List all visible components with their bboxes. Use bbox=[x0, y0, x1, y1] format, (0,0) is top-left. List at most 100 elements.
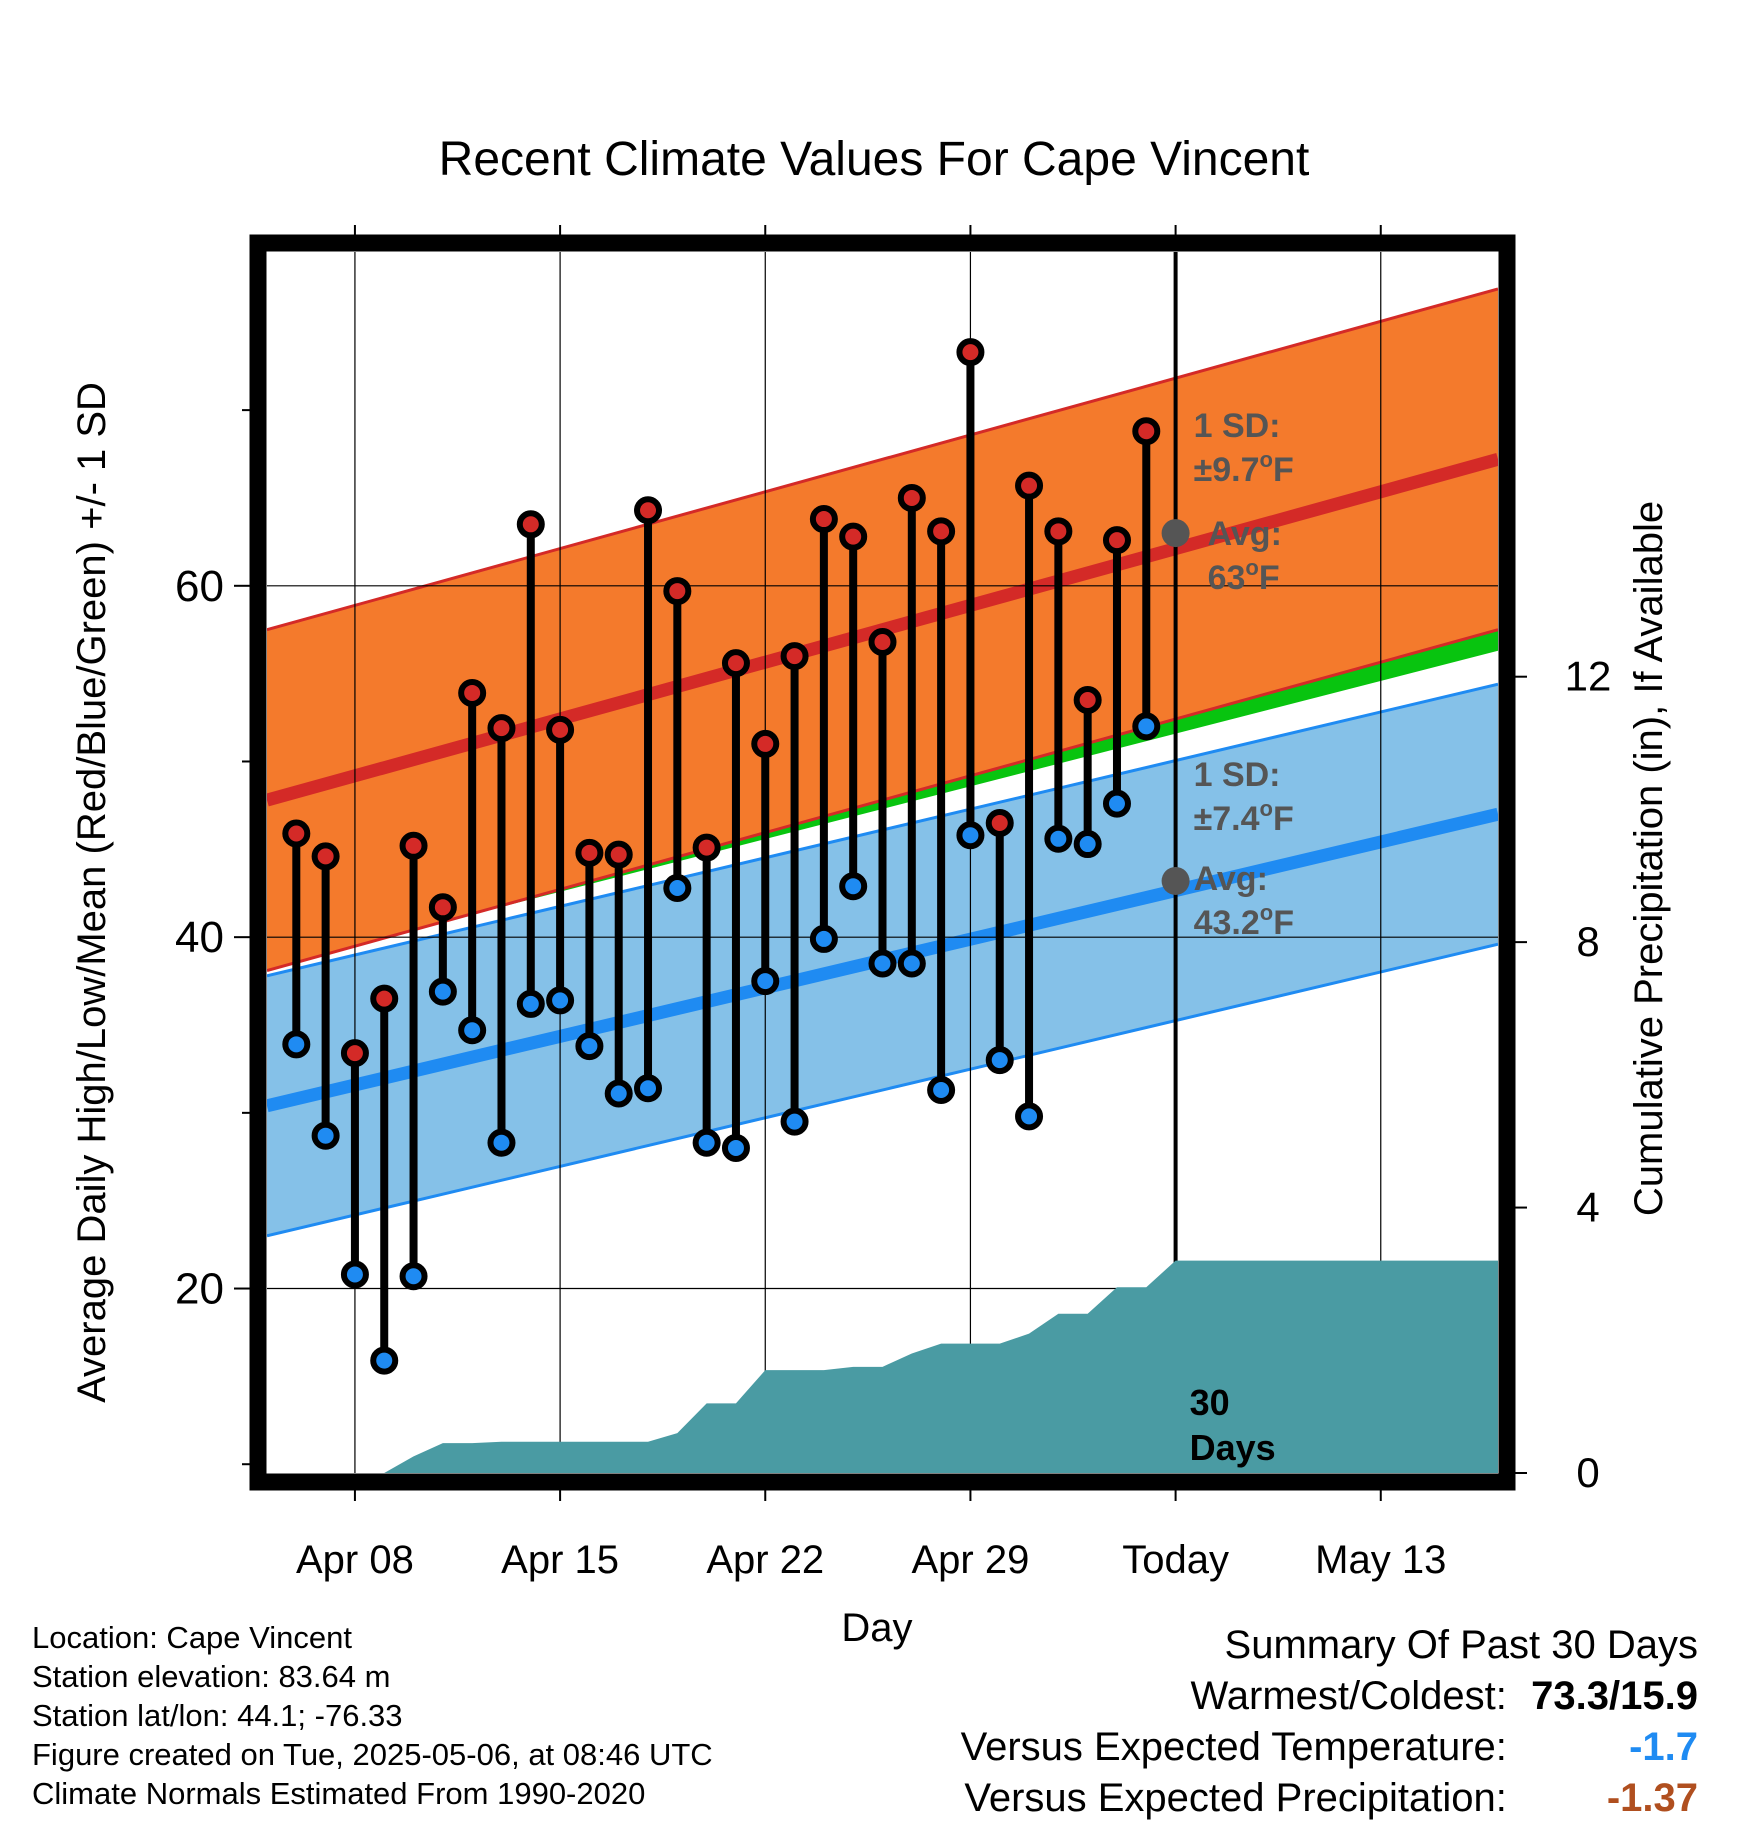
precip-value: -1.37 bbox=[1606, 1776, 1698, 1820]
precip-days-number: 30 bbox=[1190, 1382, 1230, 1423]
summary-panel: Summary Of Past 30 Days Warmest/Coldest:… bbox=[961, 1620, 1698, 1824]
low-point bbox=[282, 1030, 311, 1059]
high-point bbox=[340, 1039, 369, 1068]
high-avg-value: 63oF bbox=[1208, 555, 1280, 597]
low-point bbox=[1044, 824, 1073, 853]
high-point bbox=[575, 838, 604, 867]
low-sd-band-lower-edge bbox=[267, 942, 1498, 1238]
high-avg-label: Avg: bbox=[1208, 515, 1282, 553]
x-tick-label: Apr 15 bbox=[501, 1538, 619, 1582]
x-tick-label: Today bbox=[1122, 1538, 1229, 1582]
high-point bbox=[721, 649, 750, 678]
high-point bbox=[428, 893, 457, 922]
low-point bbox=[604, 1079, 633, 1108]
low-avg-value: 43.2oF bbox=[1194, 900, 1294, 942]
elevation-text: Station elevation: 83.64 m bbox=[32, 1659, 391, 1694]
high-point bbox=[458, 678, 487, 707]
y-axis-label: Average Daily High/Low/Mean (Red/Blue/Gr… bbox=[70, 382, 114, 1403]
high-point bbox=[516, 510, 545, 539]
warmest-coldest-label: Warmest/Coldest: bbox=[1190, 1674, 1507, 1718]
high-point bbox=[897, 483, 926, 512]
low-point bbox=[751, 967, 780, 996]
high-sd-band-upper-edge bbox=[267, 287, 1498, 632]
high-sd-label: 1 SD: bbox=[1194, 407, 1281, 445]
high-point bbox=[692, 833, 721, 862]
x-axis-label: Day bbox=[841, 1606, 912, 1650]
low-avg-label: Avg: bbox=[1194, 860, 1268, 898]
low-point bbox=[311, 1121, 340, 1150]
high-point bbox=[487, 714, 516, 743]
high-point bbox=[604, 840, 633, 869]
low-point bbox=[428, 977, 457, 1006]
low-point bbox=[897, 949, 926, 978]
normals-text: Climate Normals Estimated From 1990-2020 bbox=[32, 1776, 646, 1811]
low-point bbox=[839, 872, 868, 901]
high-point bbox=[780, 642, 809, 671]
x-tick-label: Apr 29 bbox=[911, 1538, 1029, 1582]
y-tick-label: 40 bbox=[175, 913, 224, 962]
high-point bbox=[839, 522, 868, 551]
x-tick-label: Apr 22 bbox=[706, 1538, 824, 1582]
y2-tick-label: 12 bbox=[1565, 653, 1612, 700]
high-point bbox=[399, 831, 428, 860]
station-info: Location: Cape Vincent Station elevation… bbox=[32, 1618, 713, 1813]
high-point bbox=[809, 505, 838, 534]
summary-heading: Summary Of Past 30 Days bbox=[1224, 1623, 1698, 1667]
y2-tick-label: 4 bbox=[1576, 1184, 1599, 1231]
created-text: Figure created on Tue, 2025-05-06, at 08… bbox=[32, 1737, 713, 1772]
temp-value: -1.7 bbox=[1629, 1725, 1698, 1769]
low-point bbox=[1073, 830, 1102, 859]
low-point bbox=[868, 949, 897, 978]
low-point bbox=[927, 1076, 956, 1105]
high-point bbox=[1044, 517, 1073, 546]
summary-temperature: Versus Expected Temperature: -1.7 bbox=[961, 1722, 1698, 1773]
high-point bbox=[370, 984, 399, 1013]
high-point bbox=[751, 729, 780, 758]
high-point bbox=[1073, 685, 1102, 714]
low-point bbox=[809, 924, 838, 953]
precip-days-label: Days bbox=[1190, 1427, 1276, 1468]
x-tick-label: May 13 bbox=[1315, 1538, 1446, 1582]
plot-frame bbox=[249, 234, 1516, 1491]
low-point bbox=[985, 1046, 1014, 1075]
high-point bbox=[1102, 526, 1131, 555]
low-point bbox=[721, 1133, 750, 1162]
high-point bbox=[663, 577, 692, 606]
chart-title: Recent Climate Values For Cape Vincent bbox=[438, 133, 1310, 186]
high-point bbox=[634, 496, 663, 525]
low-point bbox=[1015, 1102, 1044, 1131]
low-point bbox=[663, 873, 692, 902]
today-high-normal-dot bbox=[1161, 519, 1190, 548]
high-point bbox=[868, 628, 897, 657]
low-point bbox=[575, 1032, 604, 1061]
low-point bbox=[487, 1128, 516, 1157]
y2-tick-label: 8 bbox=[1576, 918, 1599, 965]
high-point bbox=[1132, 417, 1161, 446]
low-point bbox=[546, 986, 575, 1015]
low-point bbox=[780, 1107, 809, 1136]
location-text: Location: Cape Vincent bbox=[32, 1620, 352, 1655]
high-point bbox=[311, 842, 340, 871]
low-point bbox=[634, 1074, 663, 1103]
low-point bbox=[1102, 789, 1131, 818]
y-tick-label: 20 bbox=[175, 1265, 224, 1314]
low-point bbox=[516, 989, 545, 1018]
latlon-text: Station lat/lon: 44.1; -76.33 bbox=[32, 1698, 403, 1733]
high-point bbox=[985, 808, 1014, 837]
high-point bbox=[956, 338, 985, 367]
high-point bbox=[927, 517, 956, 546]
warmest-coldest-value: 73.3/15.9 bbox=[1531, 1674, 1698, 1718]
low-point bbox=[1132, 712, 1161, 741]
high-point bbox=[546, 715, 575, 744]
low-point bbox=[370, 1346, 399, 1375]
y2-tick-label: 0 bbox=[1576, 1449, 1599, 1496]
precip-label: Versus Expected Precipitation: bbox=[964, 1776, 1507, 1820]
low-sd-value: ±7.4oF bbox=[1194, 796, 1294, 838]
low-point bbox=[692, 1128, 721, 1157]
y2-axis-label: Cumulative Precipitation (in), If Availa… bbox=[1627, 501, 1671, 1216]
low-point bbox=[458, 1016, 487, 1045]
low-sd-label: 1 SD: bbox=[1194, 756, 1281, 794]
y-tick-label: 60 bbox=[175, 562, 224, 611]
high-point bbox=[1015, 471, 1044, 500]
